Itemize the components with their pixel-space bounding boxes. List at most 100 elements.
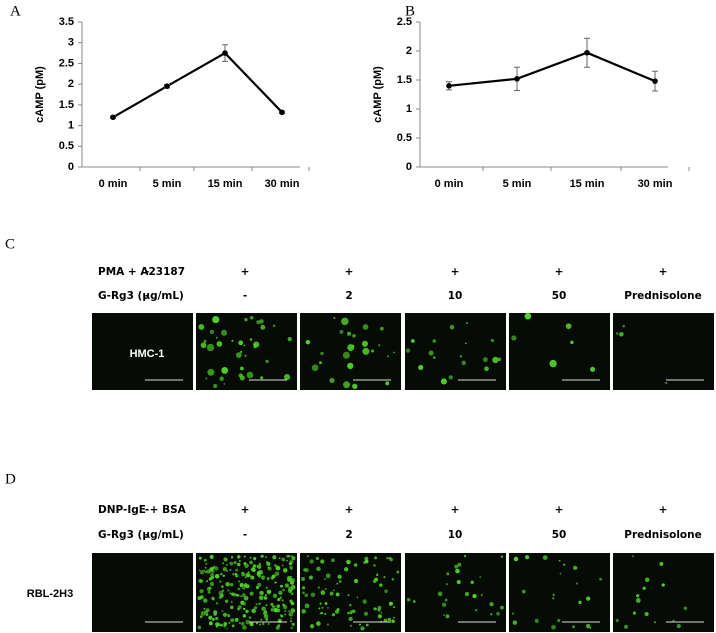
cell-dot (524, 312, 532, 320)
cell-dot (413, 600, 416, 603)
cell-dot (199, 579, 202, 582)
cell-dot (198, 556, 202, 560)
cell-dot (287, 578, 292, 582)
cell-dot (256, 564, 262, 569)
micrograph-bg (92, 313, 193, 390)
cell-dot (391, 578, 395, 581)
cell-dot (244, 576, 247, 579)
cell-dot (237, 607, 240, 611)
cell-dot (283, 605, 288, 610)
cell-dot (284, 583, 289, 588)
cell-dot (337, 574, 342, 579)
cell-dot (342, 351, 350, 359)
cell-dot (226, 628, 228, 630)
micrograph (509, 312, 610, 390)
cell-dot (252, 564, 256, 567)
cell-dot (226, 570, 228, 572)
cell-dot (244, 318, 248, 322)
cell-dot (489, 602, 494, 607)
cell-dot (311, 364, 319, 372)
cell-dot (290, 575, 293, 578)
cell-dot (287, 588, 293, 594)
cell-dot (500, 555, 504, 558)
cell-dot (281, 557, 286, 562)
cell-dot (221, 367, 229, 374)
cell-dot (274, 564, 277, 567)
cell-dot (385, 381, 390, 386)
cell-dot (249, 315, 254, 320)
cell-dot (204, 571, 207, 574)
cell-dot (661, 583, 665, 587)
cell-dot (216, 341, 223, 347)
cell-dot (243, 344, 246, 347)
cell-dot (356, 596, 359, 599)
cell-dot (241, 571, 244, 574)
cell-dot (284, 613, 287, 616)
cell-dot (200, 342, 207, 349)
cell-dot (573, 565, 578, 570)
cell-dot (265, 618, 269, 622)
cell-dot (259, 319, 264, 324)
row-cell: 2 (345, 290, 352, 302)
cell-dot (249, 560, 253, 565)
cell-dot (229, 568, 232, 571)
cell-dot (306, 555, 309, 558)
cell-dot (321, 606, 324, 609)
cell-dot (230, 556, 234, 559)
cell-dot (585, 623, 591, 629)
cell-dot (456, 579, 461, 585)
cell-dot (358, 623, 361, 626)
cell-dot (232, 573, 235, 576)
row-cell: + (451, 504, 460, 516)
cell-dot (363, 611, 369, 616)
cell-dot (238, 580, 241, 583)
micrograph-bg (300, 313, 401, 390)
cell-dot (362, 324, 369, 330)
cell-dot (479, 576, 482, 578)
point (514, 76, 520, 82)
cell-dot (324, 612, 327, 616)
row-cell: - (145, 290, 149, 302)
cell-dot (273, 608, 276, 611)
cell-dot (380, 326, 384, 331)
x-tick-label: 0 min (435, 178, 464, 190)
cell-dot (271, 605, 275, 608)
cell-dot (281, 599, 284, 602)
cell-dot (270, 576, 275, 580)
cell-dot (245, 619, 251, 625)
cell-dot (290, 601, 294, 605)
cell-dot (258, 562, 261, 565)
micrograph (196, 313, 297, 390)
cell-dot (331, 558, 335, 563)
row-label: G-Rg3 (μg/mL) (98, 290, 184, 302)
cell-dot (222, 574, 226, 578)
cell-dot (347, 331, 352, 336)
cell-dot (235, 574, 239, 578)
cell-dot (378, 344, 381, 347)
cell-dot (459, 355, 463, 358)
cell-dot (500, 605, 504, 610)
cell-dot (492, 356, 499, 364)
cell-dot (320, 590, 326, 595)
cell-dot (490, 612, 493, 616)
cell-dot (277, 597, 281, 602)
point (652, 78, 658, 84)
cell-dot (624, 624, 629, 629)
cell-dot (552, 597, 555, 600)
cell-dot (199, 615, 203, 618)
row-cell: + (241, 266, 250, 278)
cell-dot (233, 592, 237, 597)
cell-dot (380, 611, 383, 614)
cell-dot (212, 619, 215, 622)
cell-dot (446, 572, 450, 576)
cell-dot (214, 573, 220, 579)
cell-dot (238, 622, 241, 625)
image-label: HMC-1 (130, 348, 165, 360)
row-cell: Prednisolone (624, 529, 701, 541)
cell-dot (205, 377, 208, 380)
cell-dot (213, 383, 218, 389)
cell-dot (676, 623, 681, 629)
cell-dot (449, 324, 455, 330)
cell-dot (244, 582, 248, 586)
cell-dot (386, 556, 389, 560)
